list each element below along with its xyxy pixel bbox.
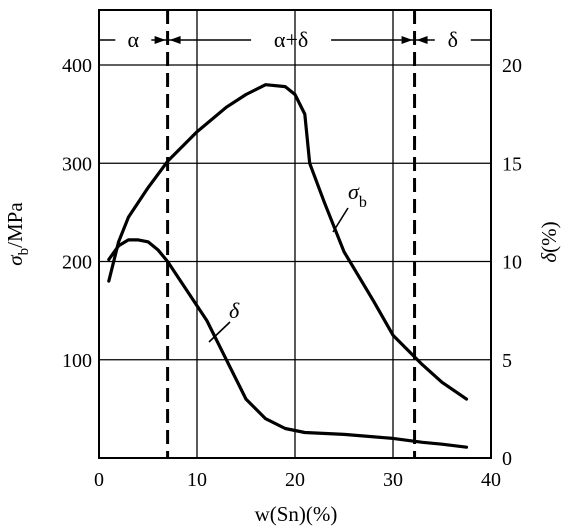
x-tick-label: 40: [481, 469, 501, 491]
x-tick-label: 20: [285, 469, 305, 491]
region-label-alpha-delta: α+δ: [274, 27, 308, 52]
series-label-delta: δ: [229, 298, 240, 323]
svg-text:σb/MPa: σb/MPa: [3, 202, 32, 266]
region-arrow-head: [416, 36, 428, 44]
region-label-delta: δ: [448, 27, 458, 52]
y-left-tick-label: 200: [62, 252, 92, 274]
y-axis-left-label: σb/MPa: [3, 202, 32, 266]
x-axis-label: w(Sn)(%): [255, 502, 338, 526]
y-right-label-main: δ: [537, 252, 561, 263]
region-arrow-head: [401, 36, 413, 44]
y-left-label-main: σ: [3, 254, 27, 266]
y-left-label-sub: b: [16, 248, 32, 256]
y-left-tick-label: 300: [62, 153, 92, 175]
delta-leader-line: [208, 321, 231, 343]
curve-sigma-b: [107, 83, 469, 401]
svg-text:δ(%): δ(%): [537, 221, 561, 262]
curve-delta: [107, 238, 469, 449]
region-arrow-head: [154, 36, 166, 44]
y-right-tick-label: 0: [502, 448, 512, 470]
y-left-tick-label: 100: [62, 350, 92, 372]
sigma-b-leader-line: [332, 207, 349, 233]
y-right-tick-label: 5: [502, 350, 512, 372]
y-right-label-unit: (%): [537, 221, 561, 252]
x-tick-label: 0: [94, 469, 104, 491]
y-right-tick-label: 15: [502, 153, 522, 175]
y-right-tick-label: 10: [502, 252, 522, 274]
y-axis-right-label: δ(%): [537, 221, 561, 262]
region-label-alpha: α: [128, 27, 140, 52]
y-right-tick-label: 20: [502, 55, 522, 77]
x-tick-label: 10: [187, 469, 207, 491]
y-left-tick-label: 400: [62, 55, 92, 77]
x-tick-label: 30: [383, 469, 403, 491]
region-arrow-head: [169, 36, 181, 44]
series-label-sigma-b: σb: [348, 179, 367, 211]
y-left-label-unit: /MPa: [3, 202, 27, 248]
